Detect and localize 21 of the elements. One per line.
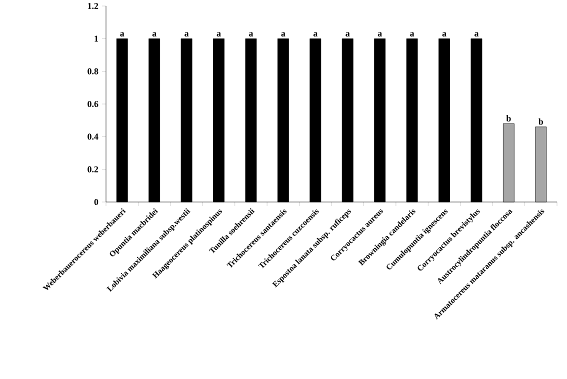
y-tick-label: 0.4 <box>88 134 98 140</box>
data-label: a <box>378 32 382 36</box>
data-label: a <box>474 32 479 36</box>
data-label: a <box>216 32 221 36</box>
data-label: b <box>538 118 544 125</box>
data-label: a <box>313 32 318 36</box>
data-label: a <box>410 32 414 36</box>
data-label: a <box>184 32 189 36</box>
y-tick-label: 0.6 <box>88 100 98 108</box>
data-label: a <box>249 32 254 36</box>
data-label: b <box>506 115 511 122</box>
data-label: a <box>281 32 286 36</box>
y-tick-label: 0 <box>94 198 98 206</box>
y-tick-label: 1.2 <box>88 2 98 10</box>
data-label: a <box>120 32 124 36</box>
data-label: a <box>152 32 156 36</box>
y-tick-label: 0.8 <box>88 68 98 74</box>
data-label: a <box>442 32 446 36</box>
data-label: a <box>346 32 350 36</box>
y-tick-label: 0.2 <box>88 166 98 172</box>
y-tick-label: 1 <box>94 36 98 42</box>
